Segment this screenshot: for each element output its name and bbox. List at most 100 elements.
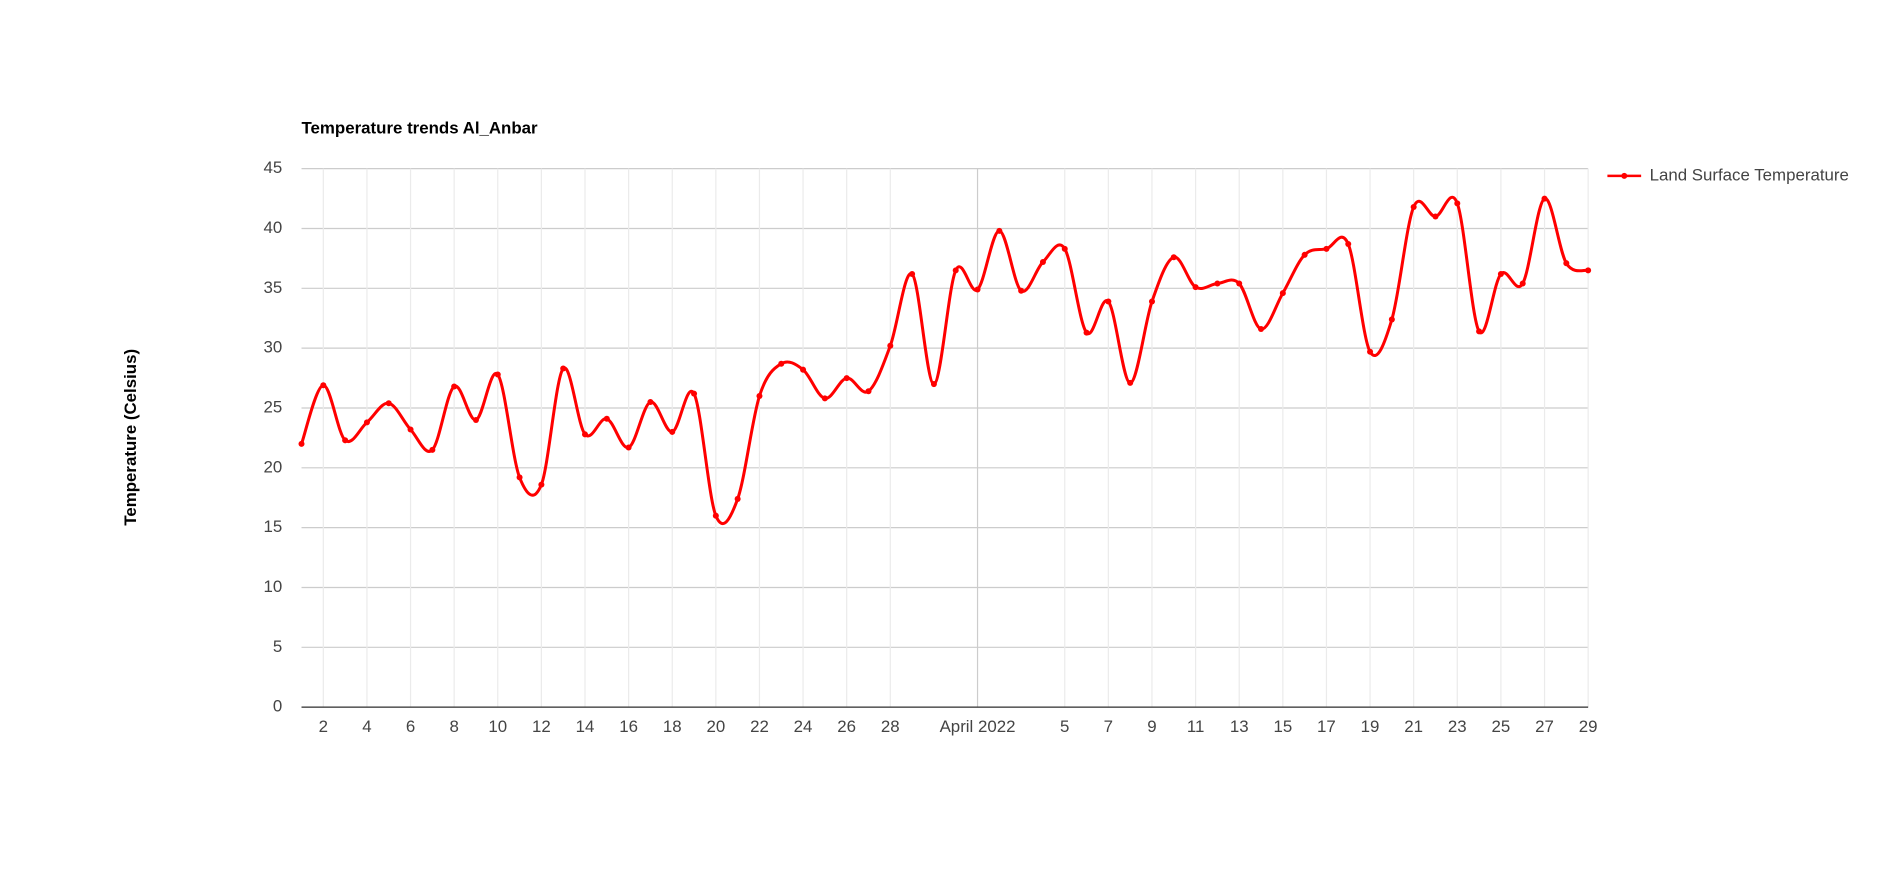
data-point [1388, 316, 1395, 323]
data-point [909, 270, 916, 277]
y-tick-label: 20 [263, 457, 282, 476]
data-point [1585, 267, 1592, 274]
x-tick-label: 9 [1147, 717, 1156, 736]
x-tick-label: 6 [406, 717, 415, 736]
x-tick-label: 24 [794, 717, 813, 736]
data-point [1236, 280, 1243, 287]
data-point [407, 426, 414, 433]
x-tick-label: 4 [362, 717, 371, 736]
x-tick-label: 29 [1579, 717, 1598, 736]
x-tick-label: 18 [663, 717, 682, 736]
x-tick-label: 11 [1187, 717, 1205, 736]
data-point [1192, 284, 1199, 291]
data-point [1301, 251, 1308, 258]
data-point [363, 419, 370, 426]
y-tick-label: 30 [263, 338, 282, 357]
x-tick-label: 22 [750, 717, 769, 736]
y-tick-label: 45 [263, 158, 282, 177]
x-tick-label: 27 [1535, 717, 1554, 736]
x-tick-label: 20 [706, 717, 725, 736]
data-point [1367, 348, 1374, 355]
data-point [1279, 290, 1286, 297]
x-tick-label: 28 [881, 717, 900, 736]
data-point [821, 395, 828, 402]
data-point [429, 446, 436, 453]
data-point [865, 388, 872, 395]
data-point [1258, 326, 1265, 333]
y-axis-label: Temperature (Celsius) [121, 349, 140, 526]
data-point [712, 512, 719, 519]
data-point [1563, 260, 1570, 267]
x-tick-label: 7 [1104, 717, 1113, 736]
data-point [778, 360, 785, 367]
data-point [516, 474, 523, 481]
legend-swatch [1621, 172, 1628, 179]
data-point [472, 416, 479, 423]
x-tick-label: 16 [619, 717, 638, 736]
data-point [930, 381, 937, 388]
data-point [843, 375, 850, 382]
x-tick-label: 26 [837, 717, 856, 736]
data-point [1018, 287, 1025, 294]
data-point [538, 481, 545, 488]
data-point [298, 440, 305, 447]
data-point [669, 428, 676, 435]
x-tick-label: 12 [532, 717, 551, 736]
x-tick-label: 10 [488, 717, 507, 736]
data-point [756, 393, 763, 400]
data-point [1497, 270, 1504, 277]
data-point [952, 267, 959, 274]
data-point [691, 390, 698, 397]
data-point [1214, 280, 1221, 287]
y-tick-label: 0 [273, 697, 282, 716]
data-point [603, 415, 610, 422]
data-point [1541, 195, 1548, 202]
data-point [996, 227, 1003, 234]
data-point [1432, 213, 1439, 220]
y-tick-label: 15 [263, 517, 282, 536]
data-point [494, 371, 501, 378]
x-tick-label: 2 [319, 717, 328, 736]
data-point [1105, 298, 1112, 305]
data-point [1083, 329, 1090, 336]
data-point [1410, 203, 1417, 210]
x-tick-label: 25 [1492, 717, 1511, 736]
x-tick-label: April 2022 [940, 717, 1016, 736]
data-point [385, 400, 392, 407]
x-tick-label: 17 [1317, 717, 1336, 736]
data-point [1148, 298, 1155, 305]
data-point [342, 437, 349, 444]
y-tick-label: 40 [263, 218, 282, 237]
x-tick-label: 19 [1361, 717, 1380, 736]
data-point [581, 431, 589, 438]
data-point [647, 398, 654, 406]
data-point [1170, 254, 1177, 261]
data-point [560, 365, 567, 372]
x-tick-label: 23 [1448, 717, 1467, 736]
x-tick-label: 14 [576, 717, 595, 736]
data-point [320, 382, 327, 389]
y-tick-label: 25 [263, 397, 282, 416]
x-tick-label: 21 [1404, 717, 1423, 736]
data-point [1127, 379, 1134, 386]
data-point [625, 444, 632, 451]
data-point [451, 383, 458, 390]
data-point [1345, 241, 1352, 248]
data-point [734, 495, 741, 502]
x-tick-label: 5 [1060, 717, 1069, 736]
data-point [1039, 258, 1046, 266]
x-tick-label: 15 [1273, 717, 1292, 736]
chart-title: Temperature trends Al_Anbar [302, 118, 539, 137]
grid [301, 168, 1589, 708]
y-tick-label: 10 [263, 577, 282, 596]
data-point [1476, 328, 1483, 335]
data-point [887, 342, 894, 349]
line-series [300, 195, 1589, 525]
x-tick-label: 13 [1230, 717, 1249, 736]
data-point [800, 366, 807, 373]
y-tick-label: 5 [273, 637, 282, 656]
x-tick-label: 8 [449, 717, 458, 736]
y-tick-label: 35 [263, 278, 282, 297]
